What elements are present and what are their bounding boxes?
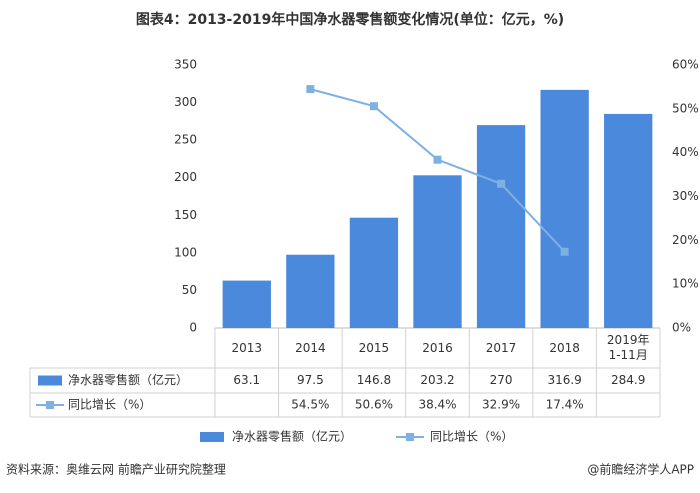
y2-tick-label: 60% — [672, 58, 699, 72]
marker — [369, 102, 378, 111]
table-value: 32.9% — [482, 398, 520, 412]
bar — [349, 217, 399, 328]
x-tick-label: 2013 — [231, 340, 263, 355]
y2-tick-label: 40% — [672, 145, 699, 159]
bar — [286, 254, 335, 328]
x-tick-label-box: 2017 — [485, 340, 517, 355]
credit: @前瞻经济学人APP — [587, 462, 694, 477]
legend-swatch — [46, 401, 54, 409]
x-tick-label-box: 2015 — [358, 340, 390, 355]
legend-label: 净水器零售额（亿元） — [232, 429, 352, 444]
x-tick-label-box: 2018 — [549, 340, 580, 355]
legend-label: 同比增长（%） — [430, 430, 513, 444]
y-tick-label: 100 — [174, 245, 197, 259]
y2-tick-label: 30% — [672, 189, 699, 203]
x-tick-label: 2014 — [295, 340, 326, 355]
marker — [433, 155, 442, 164]
bar — [604, 113, 653, 328]
table-value: 284.9 — [611, 373, 645, 387]
marker — [560, 247, 569, 256]
table-value: 38.4% — [418, 398, 456, 412]
x-tick-label: 2015 — [358, 340, 390, 355]
y-tick-label: 250 — [174, 133, 197, 147]
x-tick-label-box: 2014 — [295, 340, 326, 355]
x-tick-label: 2019年1-11月 — [606, 333, 650, 362]
y-tick-label: 350 — [174, 58, 197, 72]
y-tick-label: 0 — [189, 321, 197, 335]
bar — [413, 175, 462, 328]
bar — [476, 125, 526, 328]
y-tick-label: 50 — [182, 283, 197, 297]
bar — [540, 89, 589, 328]
y2-tick-label: 20% — [672, 233, 699, 247]
table-value: 203.2 — [420, 373, 454, 387]
y2-tick-label: 10% — [672, 277, 699, 291]
x-tick-label: 2018 — [549, 340, 580, 355]
y-tick-label: 200 — [174, 170, 197, 184]
table-value: 270 — [490, 373, 513, 387]
y2-tick-label: 50% — [672, 101, 699, 115]
legend-swatch — [38, 375, 62, 386]
x-tick-label-box: 2013 — [231, 340, 263, 355]
y-tick-label: 300 — [174, 95, 197, 109]
legend-label: 净水器零售额（亿元） — [68, 372, 188, 387]
y-tick-label: 150 — [174, 208, 197, 222]
bar — [222, 280, 271, 328]
source: 资料来源：奥维云网 前瞻产业研究院整理 — [6, 462, 226, 477]
table-value: 97.5 — [297, 373, 324, 387]
y2-tick-label: 0% — [672, 321, 691, 335]
table-value: 316.9 — [547, 373, 581, 387]
x-tick-label: 2017 — [485, 340, 517, 355]
x-tick-label-box: 2019年1-11月 — [606, 333, 650, 362]
legend-label: 同比增长（%） — [68, 398, 151, 412]
table-value: 146.8 — [357, 373, 391, 387]
table-value: 17.4% — [546, 398, 584, 412]
legend-swatch — [200, 432, 224, 442]
marker — [306, 85, 315, 94]
x-tick-label: 2016 — [422, 340, 453, 355]
legend-swatch — [406, 433, 414, 441]
table-value: 63.1 — [233, 373, 260, 387]
chart-title: 图表4：2013-2019年中国净水器零售额变化情况(单位：亿元，%) — [136, 11, 564, 28]
x-tick-label-box: 2016 — [422, 340, 453, 355]
marker — [497, 179, 506, 188]
table-value: 50.6% — [355, 398, 393, 412]
table-value: 54.5% — [291, 398, 329, 412]
